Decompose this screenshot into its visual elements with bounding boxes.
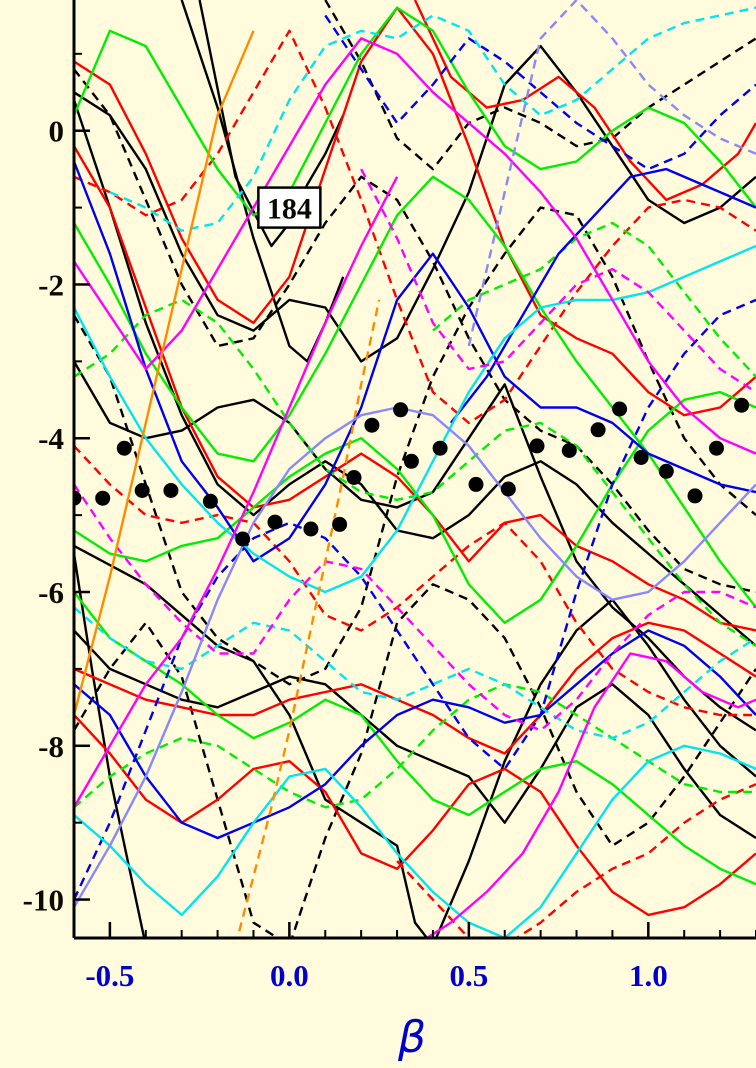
fermi-level-point: [590, 422, 606, 438]
level-line-2: [74, 629, 756, 840]
level-line-29: [449, 167, 756, 424]
fermi-level-point: [303, 521, 319, 537]
annotation-group: 184: [257, 186, 322, 229]
level-line-20: [74, 591, 756, 886]
fermi-level-point: [468, 476, 484, 492]
fermi-level-point: [346, 470, 362, 485]
fermi-level-point: [403, 453, 419, 469]
level-line-21: [74, 175, 756, 609]
level-line-37: [424, 652, 756, 938]
series-layer: [74, 0, 756, 938]
y-tick-label: -2: [38, 267, 64, 302]
annotation-box: [257, 186, 322, 229]
level-line-16: [413, 0, 756, 202]
fermi-level-point: [364, 417, 380, 433]
x-tick-label: -0.5: [85, 958, 134, 993]
level-line-4: [74, 544, 756, 938]
x-tick-label: 0.5: [449, 958, 488, 993]
y-tick-label: -8: [38, 729, 64, 764]
level-line-26: [432, 221, 756, 378]
x-tick-label: 1.0: [629, 958, 668, 993]
y-tick-label: 0: [49, 114, 65, 149]
level-line-42: [236, 299, 381, 938]
y-tick-label: -4: [38, 421, 64, 456]
annotation-label: 184: [267, 193, 312, 226]
fermi-level-point: [235, 531, 251, 547]
fermi-level-point: [709, 440, 724, 456]
level-line-36: [74, 37, 756, 455]
level-line-41: [74, 30, 255, 716]
x-tick-label: 0.0: [270, 958, 309, 993]
fermi-level-point: [432, 440, 448, 456]
level-line-19: [396, 783, 756, 938]
level-line-15: [74, 714, 756, 917]
level-line-25: [74, 683, 756, 809]
axes: [72, 0, 756, 940]
fermi-level-point: [163, 483, 179, 498]
fermi-level-point: [202, 493, 218, 509]
fermi-level-point: [74, 490, 82, 506]
level-line-3: [74, 44, 756, 363]
level-line-33: [74, 244, 756, 594]
fermi-level-point: [500, 481, 516, 497]
level-line-10: [74, 68, 756, 594]
y-tick-label: -10: [23, 883, 64, 918]
fermi-level-point: [393, 402, 409, 418]
level-line-40: [360, 168, 756, 394]
level-line-34: [74, 606, 756, 740]
fermi-level-point: [267, 514, 283, 530]
level-line-17: [74, 445, 756, 717]
level-line-32: [74, 744, 756, 938]
level-line-31: [324, 14, 756, 171]
fermi-level-point: [633, 450, 649, 465]
fermi-level-point: [658, 463, 674, 479]
y-tick-label: -6: [38, 575, 64, 610]
fermi-level-point: [116, 440, 132, 456]
level-line-27: [74, 161, 756, 563]
level-line-28: [74, 629, 756, 840]
level-line-39: [74, 483, 756, 732]
fermi-level-point: [612, 401, 628, 417]
fermi-level-point: [134, 483, 150, 498]
level-line-18: [74, 29, 756, 425]
level-line-11: [324, 0, 756, 171]
ticks: 0 -2 -4 -6 -8 -10 -0.5 0.0 0.5 1.0: [23, 52, 756, 993]
level-line-38: [74, 176, 399, 808]
level-line-1: [74, 99, 756, 647]
level-line-43: [74, 406, 756, 908]
x-axis-label: β: [397, 1012, 426, 1063]
fermi-level-point: [529, 438, 545, 454]
fermi-level-point: [332, 516, 348, 532]
level-line-30: [74, 298, 756, 901]
fermi-level-point: [687, 488, 703, 504]
fermi-level-point: [734, 397, 750, 413]
level-line-22: [74, 390, 756, 624]
fermi-level-points: [74, 397, 750, 547]
level-line-23: [74, 6, 756, 217]
fermi-level-point: [561, 443, 577, 458]
level-line-44: [467, 0, 756, 347]
level-line-9: [74, 583, 756, 938]
fermi-level-point: [95, 490, 111, 506]
level-line-8: [74, 206, 756, 686]
